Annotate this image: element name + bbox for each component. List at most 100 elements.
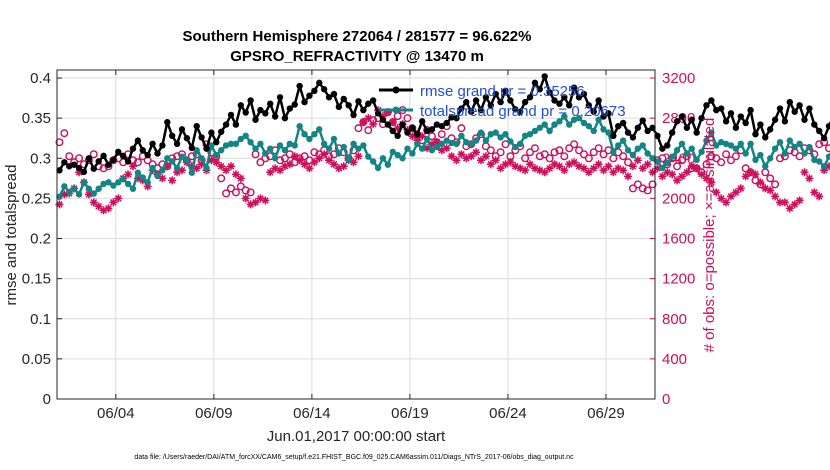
point-totalspread bbox=[267, 145, 274, 152]
point-totalspread bbox=[629, 151, 637, 159]
point-possible bbox=[300, 152, 309, 161]
point-possible bbox=[638, 184, 647, 193]
point-rmse bbox=[467, 108, 475, 115]
point-totalspread bbox=[654, 158, 661, 165]
point-possible bbox=[521, 154, 530, 163]
point-assimilated bbox=[766, 186, 775, 195]
point-assimilated bbox=[408, 132, 417, 141]
point-totalspread bbox=[335, 150, 343, 157]
point-rmse bbox=[418, 118, 426, 125]
y-tick-label: 0.15 bbox=[22, 271, 51, 288]
point-rmse bbox=[330, 90, 338, 98]
point-assimilated bbox=[815, 192, 824, 201]
point-possible bbox=[231, 188, 240, 197]
point-rmse bbox=[159, 142, 166, 149]
point-possible bbox=[775, 154, 784, 163]
point-totalspread bbox=[188, 169, 195, 176]
point-totalspread bbox=[85, 185, 93, 192]
point-assimilated bbox=[624, 172, 633, 181]
point-rmse bbox=[825, 122, 830, 130]
point-rmse bbox=[482, 94, 490, 101]
point-assimilated bbox=[423, 144, 432, 153]
point-totalspread bbox=[56, 193, 63, 200]
point-totalspread bbox=[247, 139, 254, 146]
point-totalspread bbox=[585, 122, 593, 130]
point-assimilated bbox=[599, 166, 608, 175]
point-rmse bbox=[600, 113, 607, 120]
point-totalspread bbox=[164, 155, 171, 162]
point-totalspread bbox=[757, 151, 764, 159]
point-totalspread bbox=[644, 150, 651, 157]
point-totalspread bbox=[561, 113, 568, 120]
point-totalspread bbox=[178, 153, 186, 160]
point-rmse bbox=[227, 111, 235, 119]
point-rmse bbox=[404, 129, 411, 136]
point-assimilated bbox=[638, 164, 647, 173]
point-rmse bbox=[414, 130, 421, 138]
legend: rmse grand pr = 0.35256 totalspread gran… bbox=[379, 83, 626, 120]
point-assimilated bbox=[305, 164, 314, 173]
point-rmse bbox=[252, 116, 259, 123]
point-rmse bbox=[556, 100, 563, 107]
point-totalspread bbox=[683, 150, 691, 157]
point-rmse bbox=[664, 142, 671, 149]
point-totalspread bbox=[428, 147, 436, 154]
point-totalspread bbox=[546, 127, 553, 135]
point-possible bbox=[290, 158, 299, 167]
point-rmse bbox=[247, 97, 254, 104]
point-totalspread bbox=[463, 139, 470, 146]
point-rmse bbox=[271, 113, 279, 120]
point-assimilated bbox=[481, 152, 490, 161]
point-rmse bbox=[316, 79, 323, 87]
data-file-footnote: data file: /Users/raeder/DAI/ATM_forcXX/… bbox=[134, 454, 574, 461]
point-rmse bbox=[624, 129, 632, 136]
point-totalspread bbox=[168, 158, 176, 165]
point-rmse bbox=[222, 121, 230, 128]
point-possible bbox=[673, 162, 682, 171]
point-assimilated bbox=[329, 160, 338, 169]
point-totalspread bbox=[218, 147, 225, 154]
point-rmse bbox=[786, 98, 793, 106]
point-rmse bbox=[502, 87, 509, 95]
point-possible bbox=[246, 188, 255, 197]
point-totalspread bbox=[639, 142, 646, 149]
point-possible bbox=[766, 174, 775, 183]
point-totalspread bbox=[747, 140, 754, 148]
point-rmse bbox=[306, 92, 313, 99]
point-assimilated bbox=[820, 166, 829, 175]
point-totalspread bbox=[678, 140, 686, 148]
point-assimilated bbox=[432, 138, 441, 147]
point-totalspread bbox=[801, 150, 808, 157]
point-totalspread bbox=[242, 132, 249, 139]
point-totalspread bbox=[732, 145, 740, 152]
point-rmse bbox=[708, 97, 715, 104]
point-possible bbox=[584, 154, 593, 163]
point-rmse bbox=[654, 132, 661, 139]
point-rmse bbox=[629, 134, 637, 141]
point-totalspread bbox=[213, 151, 220, 159]
point-rmse bbox=[164, 118, 171, 126]
point-totalspread bbox=[806, 143, 813, 151]
point-totalspread bbox=[600, 126, 607, 133]
point-assimilated bbox=[241, 194, 250, 203]
point-rmse bbox=[477, 106, 485, 114]
x-tick-label: 06/19 bbox=[391, 405, 429, 422]
point-assimilated bbox=[604, 162, 613, 171]
point-possible bbox=[575, 146, 584, 155]
point-possible bbox=[491, 152, 500, 161]
point-possible bbox=[99, 164, 108, 173]
point-assimilated bbox=[369, 120, 378, 129]
point-totalspread bbox=[615, 142, 622, 149]
point-totalspread bbox=[350, 140, 357, 148]
point-rmse bbox=[56, 167, 63, 174]
point-rmse bbox=[605, 110, 612, 117]
point-assimilated bbox=[231, 170, 240, 179]
point-rmse bbox=[90, 165, 97, 172]
point-totalspread bbox=[115, 179, 122, 186]
point-possible bbox=[530, 144, 539, 153]
point-rmse bbox=[267, 100, 274, 107]
point-assimilated bbox=[447, 152, 456, 161]
point-rmse bbox=[693, 129, 700, 136]
point-totalspread bbox=[75, 191, 83, 198]
point-rmse bbox=[634, 124, 642, 131]
